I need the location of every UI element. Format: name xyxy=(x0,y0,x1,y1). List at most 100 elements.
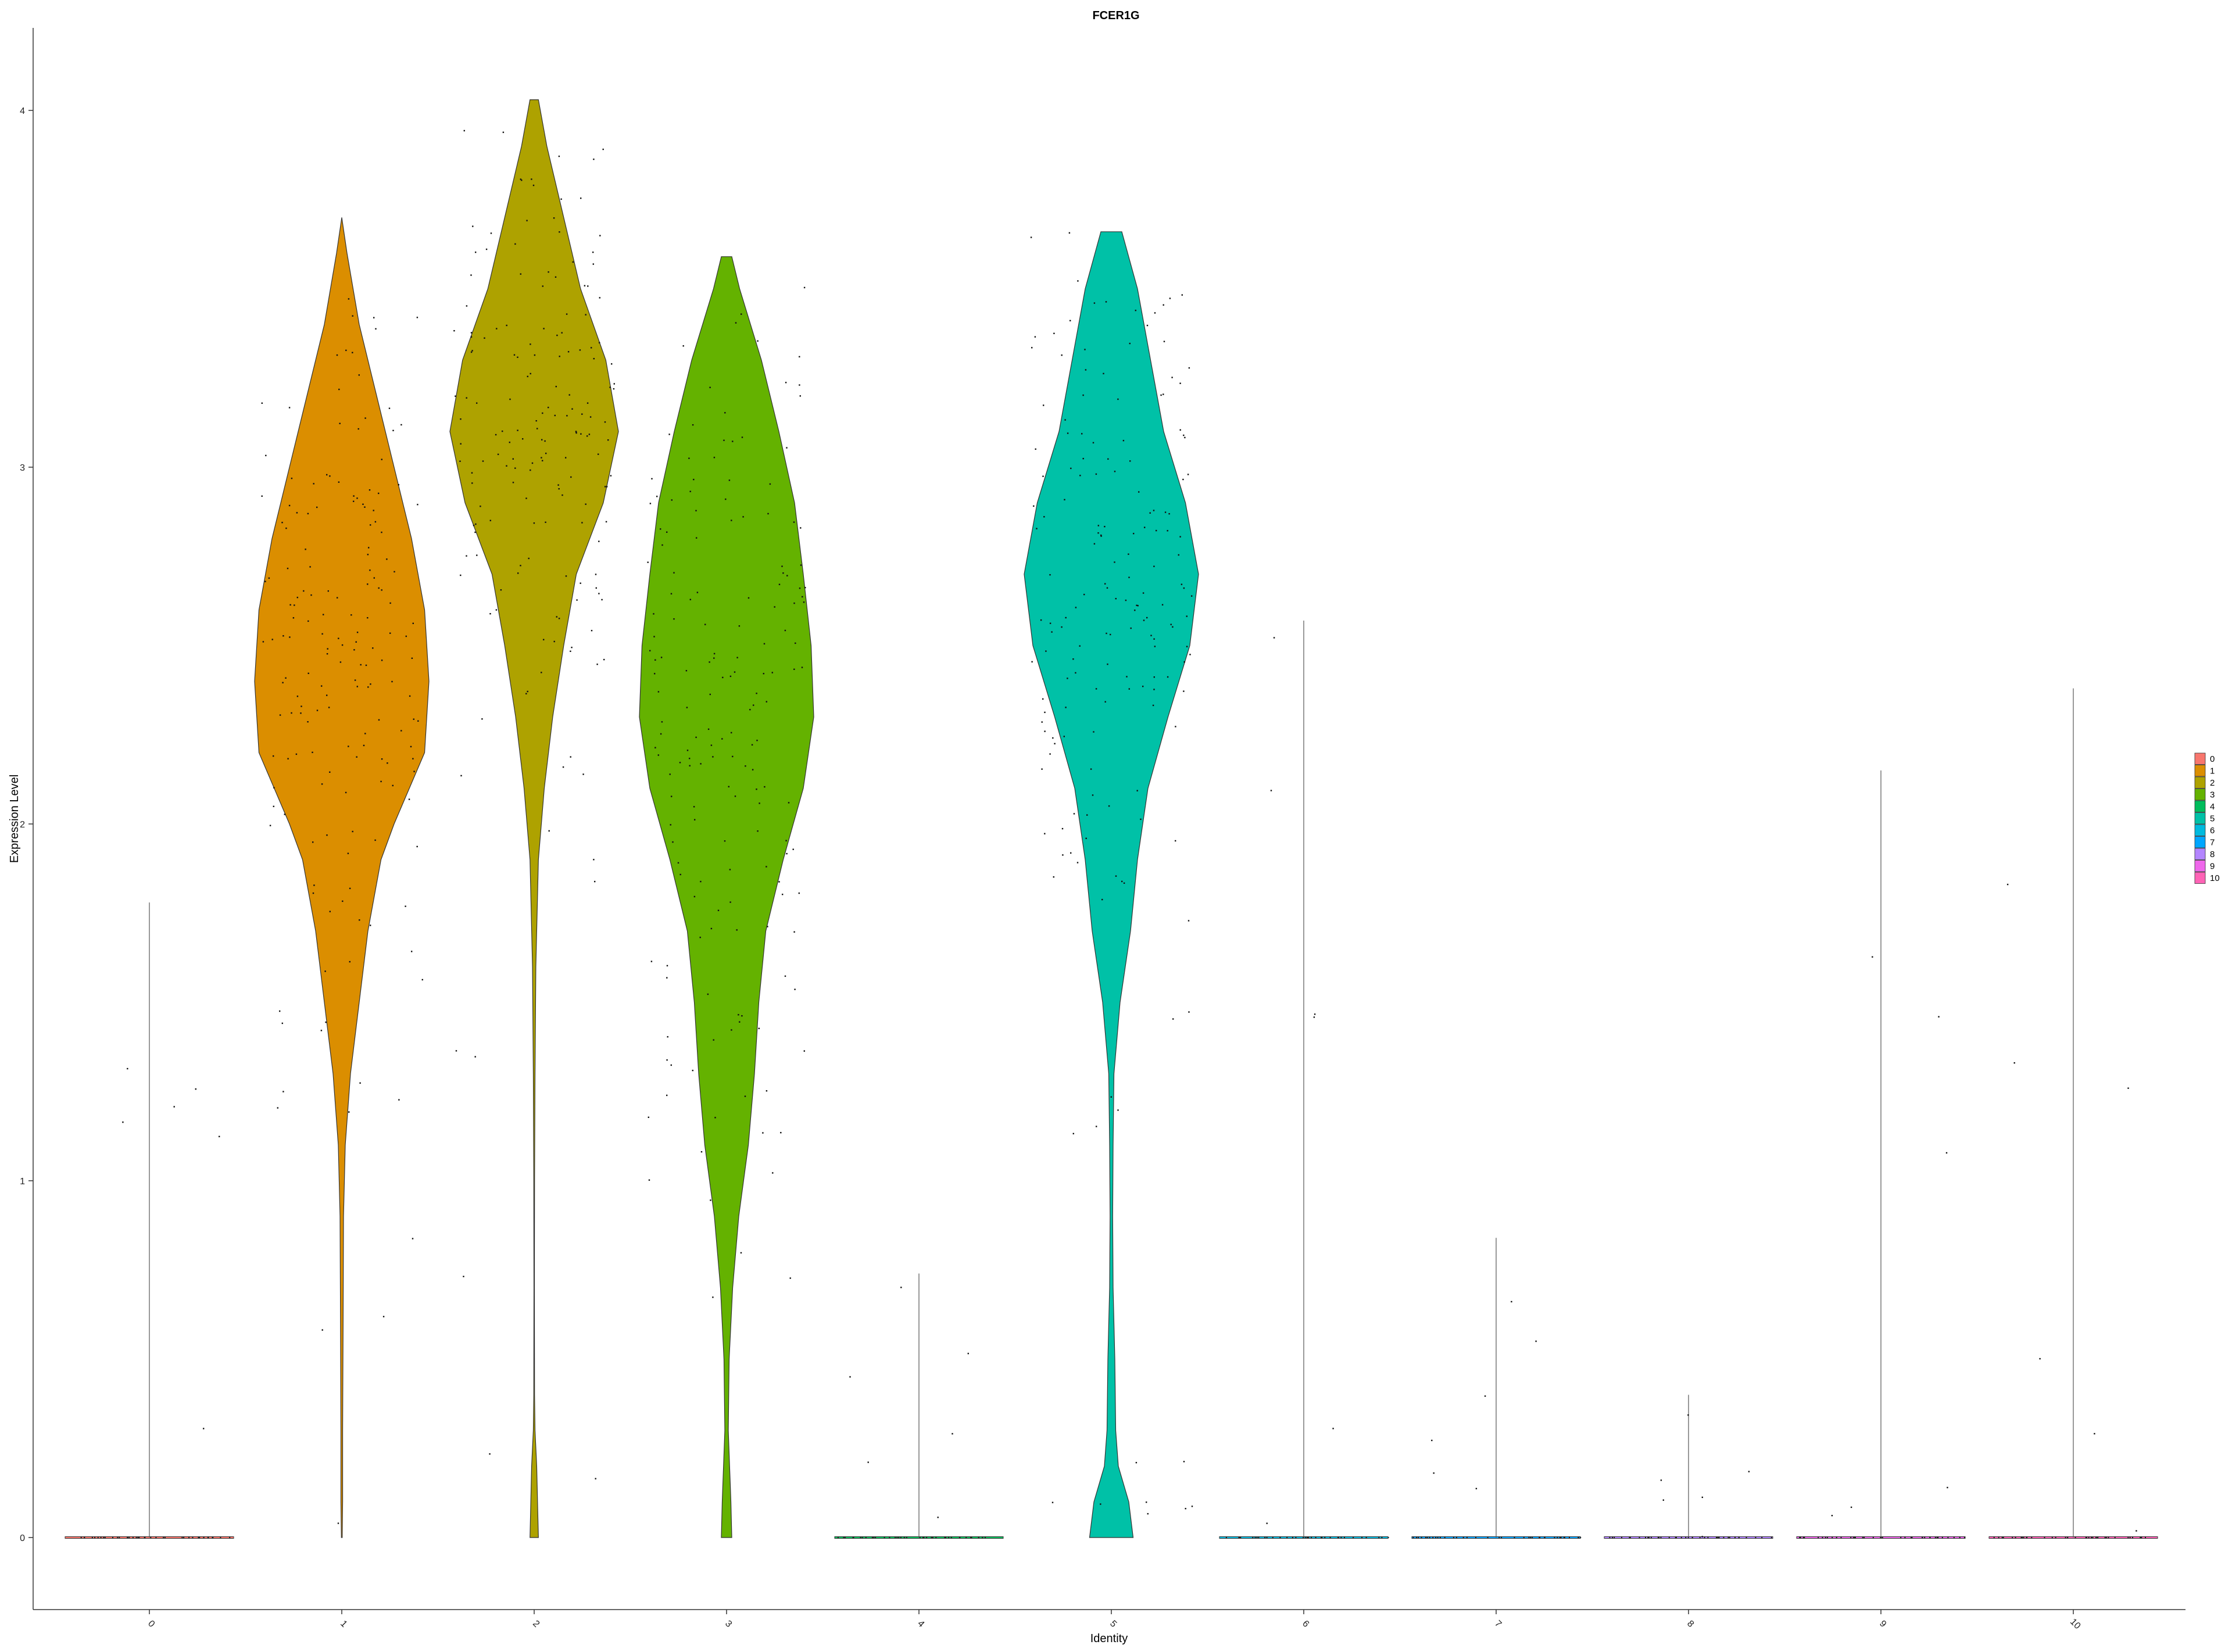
jitter-point xyxy=(1156,529,1157,532)
jitter-point xyxy=(1146,1502,1147,1503)
jitter-point xyxy=(1321,1537,1323,1538)
jitter-point xyxy=(1191,1506,1193,1507)
jitter-point xyxy=(803,286,806,289)
jitter-point xyxy=(400,424,402,426)
jitter-point xyxy=(1136,604,1138,606)
jitter-point xyxy=(353,500,355,502)
jitter-point xyxy=(1188,367,1190,369)
jitter-point xyxy=(525,497,527,499)
jitter-point xyxy=(534,354,536,356)
jitter-point xyxy=(303,590,305,592)
jitter-point xyxy=(1106,632,1107,635)
jitter-point xyxy=(729,675,732,678)
jitter-point xyxy=(1044,711,1046,714)
jitter-point xyxy=(496,328,498,329)
jitter-point xyxy=(1938,1016,1940,1017)
jitter-point xyxy=(591,347,592,349)
jitter-point xyxy=(282,1091,284,1092)
jitter-point xyxy=(654,673,656,675)
jitter-point xyxy=(1484,1395,1486,1397)
jitter-point xyxy=(517,572,519,574)
jitter-point xyxy=(287,758,289,759)
violins xyxy=(65,99,2158,1539)
jitter-point xyxy=(1900,1537,1902,1538)
jitter-point xyxy=(865,1537,867,1538)
jitter-point xyxy=(1256,1537,1258,1538)
jitter-point xyxy=(692,424,694,426)
jitter-point xyxy=(1054,743,1056,744)
jitter-point xyxy=(1937,1537,1939,1538)
jitter-point xyxy=(1100,534,1102,536)
jitter-point xyxy=(786,575,788,576)
jitter-point xyxy=(1329,1537,1331,1538)
jitter-point xyxy=(729,869,731,870)
jitter-point xyxy=(1315,1537,1317,1538)
jitter-point xyxy=(1947,1537,1949,1538)
jitter-point xyxy=(307,620,309,622)
jitter-point xyxy=(556,616,557,618)
jitter-point xyxy=(321,1329,323,1331)
jitter-point xyxy=(2074,1537,2076,1538)
jitter-point xyxy=(1439,1537,1441,1538)
jitter-point xyxy=(1264,1537,1266,1538)
jitter-point xyxy=(1144,526,1146,528)
jitter-point xyxy=(2022,1537,2023,1538)
jitter-point xyxy=(327,590,329,592)
jitter-point xyxy=(542,285,543,287)
jitter-point xyxy=(277,1107,278,1109)
jitter-point xyxy=(262,641,264,643)
jitter-point xyxy=(945,1537,946,1538)
jitter-point xyxy=(1487,1537,1489,1538)
jitter-point xyxy=(287,568,289,569)
jitter-point xyxy=(1128,576,1130,578)
jitter-point xyxy=(1175,840,1176,842)
jitter-point xyxy=(1929,1537,1931,1538)
jitter-point xyxy=(1455,1537,1457,1538)
jitter-point xyxy=(767,926,768,927)
jitter-point xyxy=(367,554,369,556)
jitter-point xyxy=(1122,440,1125,442)
legend-key-5 xyxy=(2194,812,2206,825)
jitter-point xyxy=(566,415,568,417)
jitter-point xyxy=(356,686,358,687)
jitter-point xyxy=(1051,1502,1054,1503)
jitter-point xyxy=(1042,475,1044,477)
jitter-point xyxy=(473,525,475,526)
legend-label-6: 6 xyxy=(2210,826,2215,836)
jitter-point xyxy=(367,686,369,688)
jitter-point xyxy=(531,462,534,464)
jitter-point xyxy=(593,358,595,360)
jitter-point xyxy=(1872,956,1873,958)
jitter-point xyxy=(732,755,734,758)
jitter-point xyxy=(514,467,516,469)
legend-key-3 xyxy=(2194,789,2206,801)
jitter-point xyxy=(950,1537,952,1538)
jitter-point xyxy=(1258,1537,1260,1538)
jitter-point xyxy=(273,805,274,807)
jitter-point xyxy=(281,522,283,524)
legend-key-1 xyxy=(2194,765,2206,777)
jitter-point xyxy=(598,453,599,455)
jitter-point xyxy=(329,771,331,773)
jitter-point xyxy=(686,707,688,708)
jitter-point xyxy=(1361,1537,1363,1538)
jitter-point xyxy=(352,830,353,833)
jitter-point xyxy=(365,664,367,666)
jitter-point xyxy=(378,719,380,721)
jitter-point xyxy=(412,622,414,624)
jitter-point xyxy=(1150,635,1152,636)
jitter-point xyxy=(731,519,732,521)
jitter-point xyxy=(685,670,688,672)
jitter-point xyxy=(728,479,731,481)
jitter-point xyxy=(367,617,369,619)
jitter-point xyxy=(772,1172,774,1174)
jitter-point xyxy=(543,328,545,329)
jitter-point xyxy=(1748,1471,1750,1472)
jitter-point xyxy=(789,1277,791,1279)
jitter-point xyxy=(548,407,549,408)
jitter-point xyxy=(873,1537,875,1538)
jitter-point xyxy=(1095,688,1097,690)
jitter-point xyxy=(455,395,456,397)
jitter-point xyxy=(799,587,801,589)
jitter-point xyxy=(137,1537,139,1538)
